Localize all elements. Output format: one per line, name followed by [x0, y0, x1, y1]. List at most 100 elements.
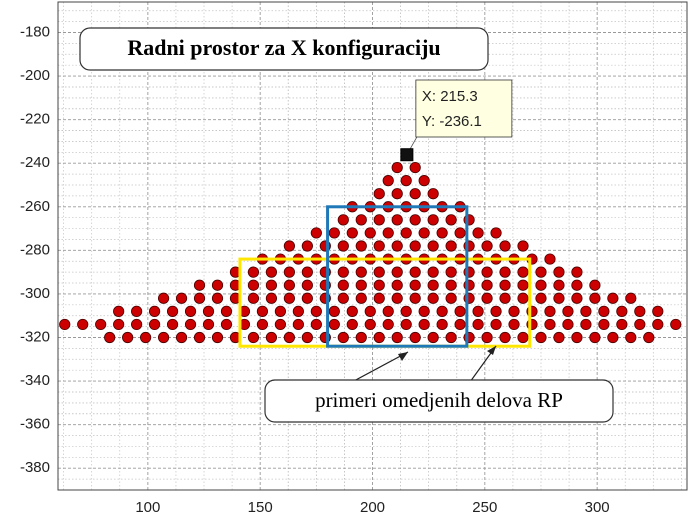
point — [535, 266, 547, 278]
point — [562, 318, 574, 331]
point — [580, 318, 592, 331]
point — [184, 305, 197, 317]
point — [535, 331, 547, 344]
point — [265, 279, 278, 291]
point — [517, 266, 529, 278]
point — [616, 318, 628, 331]
point — [337, 266, 349, 278]
arrow-head — [487, 346, 496, 355]
point — [274, 305, 286, 317]
point — [95, 318, 107, 331]
point — [274, 318, 286, 331]
point — [104, 331, 116, 344]
point — [265, 266, 278, 278]
datatip-label: Y: -236.1 — [422, 113, 482, 130]
point — [652, 318, 664, 331]
point — [283, 266, 295, 278]
point — [418, 175, 430, 187]
point — [220, 318, 233, 331]
point — [445, 279, 457, 291]
point — [499, 331, 511, 344]
point — [211, 331, 224, 344]
point — [391, 279, 403, 291]
point — [382, 227, 394, 239]
point — [256, 318, 269, 331]
point — [499, 292, 511, 304]
point — [409, 188, 421, 200]
point — [544, 318, 556, 331]
point — [148, 318, 161, 331]
x-tick-label: 100 — [135, 499, 160, 516]
point — [481, 279, 493, 291]
point — [589, 331, 601, 344]
point — [382, 305, 394, 317]
point — [373, 240, 385, 252]
point — [292, 318, 304, 331]
point — [598, 318, 610, 331]
y-tick-label: -340 — [20, 372, 50, 389]
point — [337, 279, 349, 291]
point — [400, 227, 412, 239]
point — [445, 214, 457, 226]
point — [481, 292, 493, 304]
point — [634, 305, 646, 317]
point — [140, 331, 152, 344]
point — [427, 279, 439, 291]
point — [391, 214, 403, 226]
point — [670, 318, 682, 331]
point — [418, 227, 430, 239]
point — [373, 214, 385, 226]
point — [499, 279, 511, 291]
annotation: primeri omedjenih delova RP — [315, 388, 563, 412]
point — [454, 318, 466, 331]
point — [589, 279, 601, 291]
point — [571, 331, 583, 344]
arrow-head — [398, 352, 408, 361]
point — [247, 279, 260, 291]
point — [499, 266, 511, 278]
point — [346, 227, 358, 239]
point — [517, 331, 529, 344]
point — [193, 279, 206, 291]
point — [391, 292, 403, 304]
point — [184, 318, 197, 331]
point — [535, 292, 547, 304]
point — [616, 305, 628, 317]
point — [427, 266, 439, 278]
point — [328, 227, 340, 239]
point — [481, 331, 493, 344]
point — [436, 318, 448, 331]
point — [544, 253, 556, 265]
point — [373, 292, 385, 304]
point — [400, 318, 412, 331]
point — [517, 279, 529, 291]
title-box — [79, 27, 489, 71]
point — [131, 318, 143, 331]
point — [409, 331, 421, 344]
point — [454, 305, 466, 317]
point — [427, 240, 439, 252]
point — [481, 240, 493, 252]
point — [490, 227, 502, 239]
point — [175, 292, 188, 304]
point — [113, 318, 125, 331]
point — [283, 279, 295, 291]
point — [364, 227, 376, 239]
point — [418, 305, 430, 317]
point — [445, 292, 457, 304]
y-tick-label: -300 — [20, 285, 50, 302]
point — [409, 240, 421, 252]
point — [409, 292, 421, 304]
point — [364, 318, 376, 331]
point — [427, 292, 439, 304]
x-tick-label: 250 — [472, 499, 497, 516]
point — [625, 331, 637, 344]
datatip-box — [415, 79, 513, 138]
region — [326, 205, 469, 348]
point — [427, 331, 439, 344]
point — [598, 305, 610, 317]
point — [391, 240, 403, 252]
point — [202, 318, 215, 331]
